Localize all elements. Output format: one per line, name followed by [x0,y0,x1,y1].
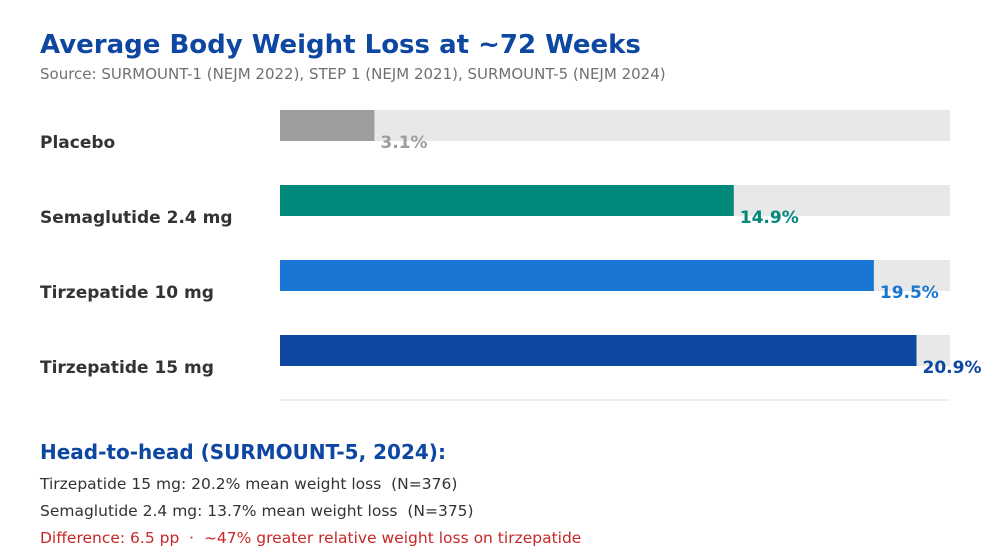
category-label: Tirzepatide 10 mg [40,283,214,303]
value-label: 14.9% [740,208,799,228]
bar [280,335,917,366]
head-to-head-semaglutide-line: Semaglutide 2.4 mg: 13.7% mean weight lo… [40,502,474,520]
chart-subtitle: Source: SURMOUNT-1 (NEJM 2022), STEP 1 (… [40,65,666,83]
bar-track [280,110,950,141]
head-to-head-title: Head-to-head (SURMOUNT-5, 2024): [40,440,446,464]
value-label: 19.5% [880,283,939,303]
value-label: 20.9% [923,358,982,378]
category-label: Tirzepatide 15 mg [40,358,214,378]
head-to-head-tirzepatide-line: Tirzepatide 15 mg: 20.2% mean weight los… [40,475,458,493]
bar [280,110,375,141]
category-label: Placebo [40,133,115,153]
value-label: 3.1% [380,133,427,153]
bar [280,260,874,291]
head-to-head-difference-line: Difference: 6.5 pp · ~47% greater relati… [40,529,582,547]
bar [280,185,734,216]
category-label: Semaglutide 2.4 mg [40,208,233,228]
chart-title: Average Body Weight Loss at ~72 Weeks [40,30,641,60]
bar-chart: Placebo 3.1% Semaglutide 2.4 mg 14.9% Tirzep… [40,110,982,401]
